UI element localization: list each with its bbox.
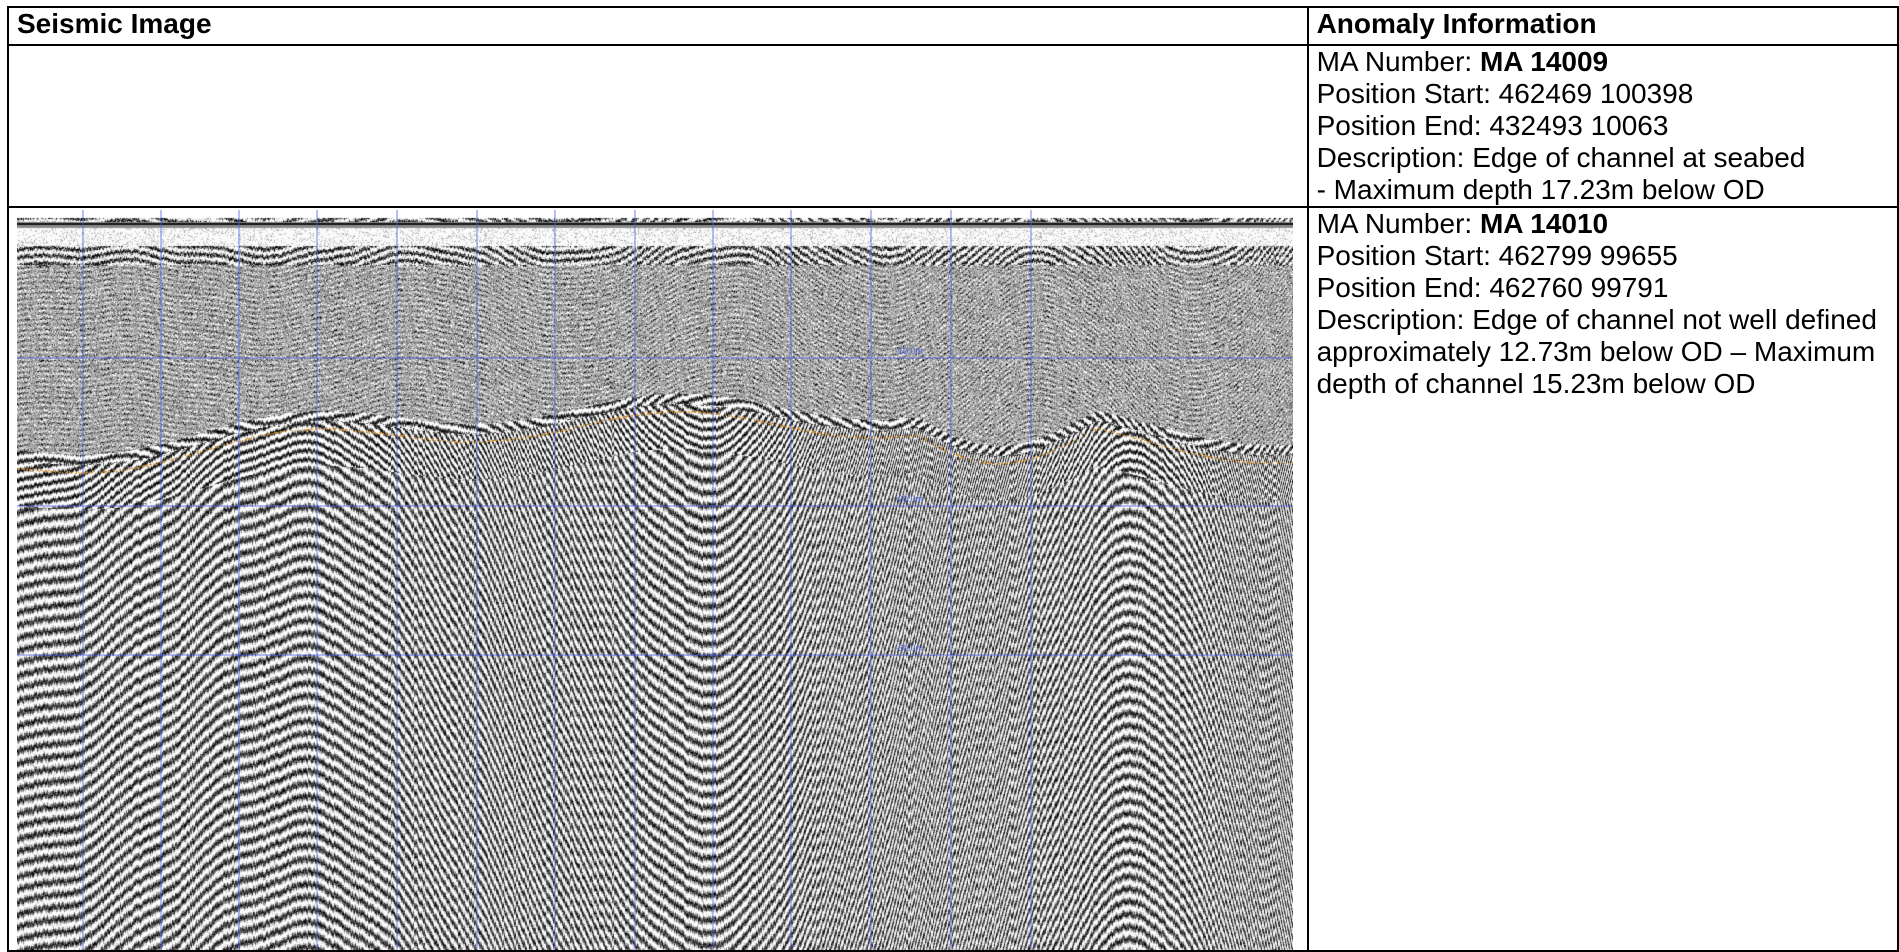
anomaly-info-cell: MA Number: MA 14010 Position Start: 4627… (1306, 206, 1899, 952)
seismic-image-cell-empty (7, 44, 1309, 208)
depth-label-10m: -10.0m (895, 346, 923, 356)
ma-number-value: MA 14010 (1479, 208, 1609, 239)
description-line-1: Description: Edge of channel at seabed (1316, 142, 1806, 173)
description-line-2: - Maximum depth 17.23m below OD (1316, 174, 1765, 205)
position-start: Position Start: 462799 99655 (1316, 240, 1678, 271)
ma-number-label: MA Number: (1316, 46, 1480, 77)
position-end: Position End: 462760 99791 (1316, 272, 1669, 303)
ma-number-value: MA 14009 (1479, 46, 1609, 77)
anomaly-row-ma14009: MA Number: MA 14009 Position Start: 4624… (7, 44, 1899, 208)
depth-label-20m: -20.0m (895, 494, 923, 504)
seismic-image-cell: -10.0m -20.0m -30.0m (7, 206, 1309, 952)
ma-number-label: MA Number: (1316, 208, 1480, 239)
anomaly-info-header: Anomaly Information (1306, 6, 1899, 46)
anomaly-row-ma14010: -10.0m -20.0m -30.0m MA Number: MA 14010… (7, 206, 1899, 952)
depth-label-30m: -30.0m (895, 643, 923, 653)
ma-number-line: MA Number: MA 14009 (1317, 46, 1897, 78)
seismic-image-header: Seismic Image (7, 6, 1309, 46)
seismic-grid-overlay: -10.0m -20.0m -30.0m (17, 210, 1293, 950)
seismic-profile-canvas (17, 210, 1293, 950)
header-row: Seismic Image Anomaly Information (7, 6, 1899, 46)
anomaly-info-cell: MA Number: MA 14009 Position Start: 4624… (1306, 44, 1899, 208)
position-start: Position Start: 462469 100398 (1316, 78, 1694, 109)
position-end: Position End: 432493 10063 (1316, 110, 1669, 141)
anomaly-table: Seismic Image Anomaly Information MA Num… (7, 6, 1899, 952)
ma-number-line: MA Number: MA 14010 (1317, 208, 1897, 240)
description: Description: Edge of channel not well de… (1316, 304, 1877, 399)
seismic-image: -10.0m -20.0m -30.0m (17, 210, 1293, 950)
